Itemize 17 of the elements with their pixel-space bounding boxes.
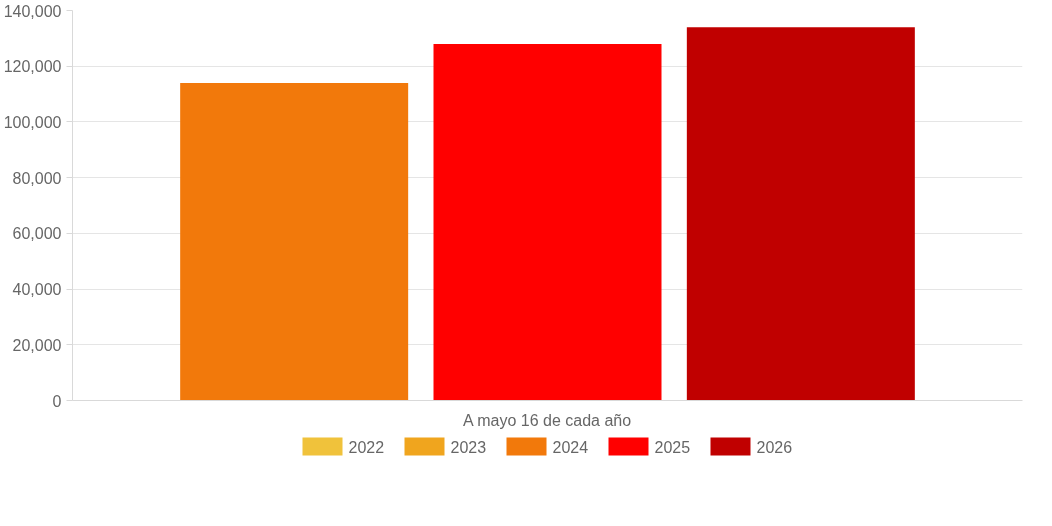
- y-tick-label: 20,000: [12, 336, 62, 354]
- y-tick-label: 60,000: [12, 225, 62, 243]
- legend-label: 2023: [450, 438, 487, 456]
- y-tick-label: 80,000: [12, 169, 62, 187]
- legend-label: 2026: [756, 438, 793, 456]
- y-tick-label: 40,000: [12, 281, 62, 299]
- y-tick-label: 140,000: [3, 2, 62, 20]
- legend-label: 2022: [348, 438, 385, 456]
- bar: [433, 43, 662, 401]
- y-tick-label: 120,000: [3, 58, 62, 76]
- legend-label: 2025: [654, 438, 691, 456]
- y-tick-label: 0: [52, 392, 62, 410]
- x-tick-label: A mayo 16 de cada año: [463, 411, 632, 429]
- bar: [180, 82, 409, 401]
- legend-label: 2024: [552, 438, 589, 456]
- bar: [686, 27, 915, 401]
- y-tick-label: 100,000: [3, 113, 62, 131]
